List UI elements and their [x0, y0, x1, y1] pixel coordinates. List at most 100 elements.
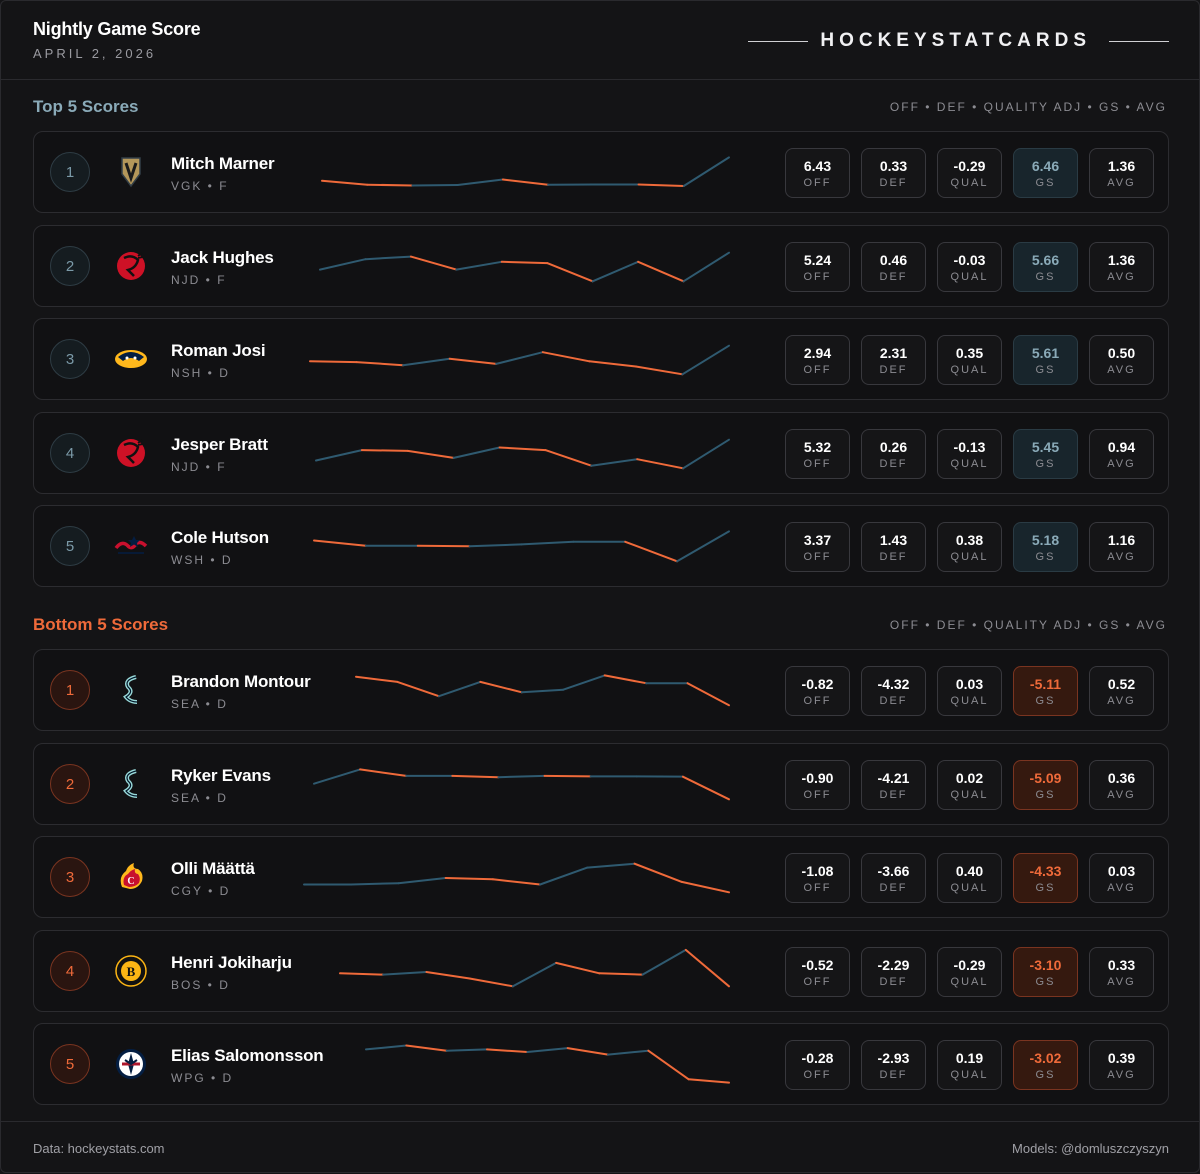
page-header: Nightly Game Score APRIL 2, 2026 HOCKEYS…: [1, 1, 1200, 80]
stat-label: DEF: [862, 551, 925, 563]
kraken-logo-icon: [114, 672, 148, 708]
sparkline-segment: [450, 359, 497, 364]
stat-label: AVG: [1090, 177, 1153, 189]
stat-label: AVG: [1090, 789, 1153, 801]
sparkline-segment: [688, 683, 729, 705]
sparkline-segment: [454, 448, 500, 458]
sparkline-segment: [540, 868, 587, 885]
stat-label: QUAL: [938, 364, 1001, 376]
stat-off: 3.37 OFF: [785, 522, 850, 572]
sparkline-segment: [470, 544, 522, 546]
sparkline-segment: [487, 1049, 527, 1052]
golden-knights-logo-icon: [114, 154, 148, 190]
stat-label: QUAL: [938, 695, 1001, 707]
bottom-section-legend: OFF • DEF • QUALITY ADJ • GS • AVG: [890, 618, 1167, 632]
sparkline-segment: [356, 677, 397, 682]
stat-label: OFF: [786, 551, 849, 563]
sparkline-segment: [406, 1046, 446, 1051]
stat-value: 0.19: [938, 1050, 1001, 1066]
stat-label: QUAL: [938, 458, 1001, 470]
sparkline-segment: [556, 963, 599, 973]
page-date: APRIL 2, 2026: [33, 46, 156, 61]
rank-badge: 2: [50, 246, 90, 286]
player-name: Olli Määttä: [171, 859, 255, 879]
stat-label: GS: [1014, 976, 1077, 988]
stat-label: QUAL: [938, 551, 1001, 563]
stat-value: 0.38: [938, 532, 1001, 548]
stat-label: OFF: [786, 976, 849, 988]
sparkline-segment: [563, 675, 604, 689]
player-team-position: NJD • F: [171, 273, 227, 287]
stat-label: DEF: [862, 882, 925, 894]
stat-label: AVG: [1090, 882, 1153, 894]
stat-value: -2.29: [862, 957, 925, 973]
sparkline-segment: [357, 362, 404, 365]
stat-value: 0.39: [1090, 1050, 1153, 1066]
sparkline-segment: [689, 1079, 729, 1082]
player-team-position: SEA • D: [171, 791, 228, 805]
player-name: Brandon Montour: [171, 672, 311, 692]
sparkline-segment: [470, 979, 513, 987]
stat-value: 6.43: [786, 158, 849, 174]
player-team-position: SEA • D: [171, 697, 228, 711]
sparkline-segment: [605, 675, 646, 683]
sparkline-segment: [637, 459, 683, 468]
stat-value: 5.24: [786, 252, 849, 268]
stat-value: -4.33: [1014, 863, 1077, 879]
sparkline-segment: [366, 1046, 406, 1050]
sparkline-segment: [314, 541, 366, 546]
sparkline-segment: [493, 879, 540, 884]
stat-label: DEF: [862, 271, 925, 283]
stat-label: OFF: [786, 1069, 849, 1081]
stat-label: OFF: [786, 789, 849, 801]
player-name: Roman Josi: [171, 341, 265, 361]
sparkline-segment: [503, 180, 548, 185]
sparkline-segment: [365, 257, 410, 260]
stat-label: AVG: [1090, 271, 1153, 283]
stat-value: -3.02: [1014, 1050, 1077, 1066]
stat-value: 0.02: [938, 770, 1001, 786]
sparkline-segment: [412, 185, 457, 186]
stat-value: 3.37: [786, 532, 849, 548]
player-name: Elias Salomonsson: [171, 1046, 323, 1066]
stat-label: AVG: [1090, 551, 1153, 563]
sparkline-segment: [446, 878, 493, 879]
rank-badge: 3: [50, 857, 90, 897]
kraken-logo-icon: [114, 766, 148, 802]
page-footer: Data: hockeystats.com Models: @domluszcz…: [1, 1121, 1200, 1174]
stat-value: 1.36: [1090, 158, 1153, 174]
sparkline-segment: [608, 1051, 648, 1055]
sparkline-segment: [636, 367, 683, 375]
sparkline-segment: [593, 262, 638, 282]
stat-label: DEF: [862, 364, 925, 376]
player-name: Ryker Evans: [171, 766, 271, 786]
stat-label: QUAL: [938, 177, 1001, 189]
sparkline-segment: [310, 361, 357, 362]
sparkline-segment: [480, 682, 521, 692]
stat-value: -5.09: [1014, 770, 1077, 786]
rank-badge: 3: [50, 339, 90, 379]
